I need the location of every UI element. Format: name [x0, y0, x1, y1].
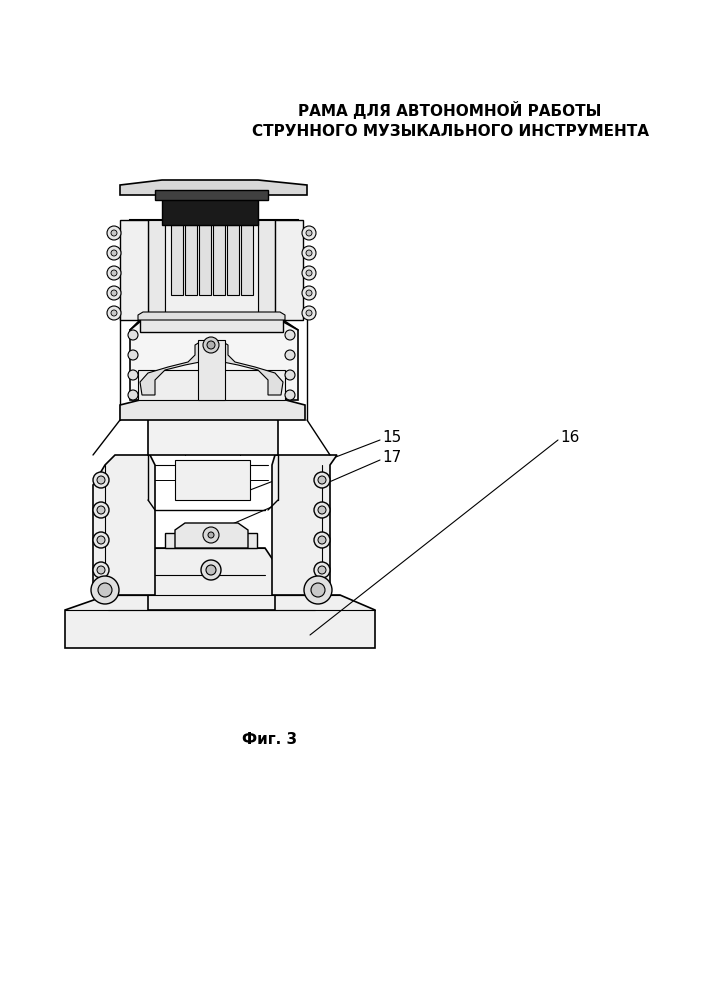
- Circle shape: [208, 532, 214, 538]
- Circle shape: [91, 576, 119, 604]
- Bar: [227, 225, 239, 295]
- Bar: [198, 340, 225, 400]
- Circle shape: [302, 306, 316, 320]
- Text: 16: 16: [560, 430, 579, 444]
- Circle shape: [306, 270, 312, 276]
- Bar: [171, 225, 183, 295]
- Polygon shape: [120, 398, 305, 420]
- Circle shape: [93, 502, 109, 518]
- Circle shape: [285, 330, 295, 340]
- Bar: [138, 370, 285, 400]
- Circle shape: [302, 226, 316, 240]
- Circle shape: [306, 310, 312, 316]
- Circle shape: [306, 290, 312, 296]
- Circle shape: [111, 290, 117, 296]
- Circle shape: [93, 472, 109, 488]
- Polygon shape: [138, 312, 285, 320]
- Bar: [275, 220, 303, 320]
- Circle shape: [97, 506, 105, 514]
- Circle shape: [107, 246, 121, 260]
- Bar: [148, 220, 165, 315]
- Circle shape: [306, 230, 312, 236]
- Circle shape: [107, 266, 121, 280]
- Circle shape: [285, 350, 295, 360]
- Circle shape: [107, 306, 121, 320]
- Circle shape: [206, 565, 216, 575]
- Bar: [165, 220, 258, 315]
- Circle shape: [318, 536, 326, 544]
- Circle shape: [203, 527, 219, 543]
- Circle shape: [98, 583, 112, 597]
- Circle shape: [302, 246, 316, 260]
- Circle shape: [285, 370, 295, 380]
- Polygon shape: [130, 320, 298, 400]
- Polygon shape: [130, 220, 298, 315]
- Circle shape: [128, 390, 138, 400]
- Bar: [199, 225, 211, 295]
- Circle shape: [111, 250, 117, 256]
- Text: Фиг. 3: Фиг. 3: [243, 732, 298, 748]
- Circle shape: [107, 286, 121, 300]
- Polygon shape: [65, 595, 375, 648]
- Circle shape: [201, 560, 221, 580]
- Text: РАМА ДЛЯ АВТОНОМНОЙ РАБОТЫ: РАМА ДЛЯ АВТОНОМНОЙ РАБОТЫ: [298, 101, 602, 119]
- Circle shape: [314, 562, 330, 578]
- Circle shape: [97, 566, 105, 574]
- Circle shape: [302, 266, 316, 280]
- Circle shape: [314, 532, 330, 548]
- Circle shape: [97, 536, 105, 544]
- Circle shape: [314, 502, 330, 518]
- Polygon shape: [148, 413, 278, 455]
- Circle shape: [111, 310, 117, 316]
- Circle shape: [318, 506, 326, 514]
- Circle shape: [302, 286, 316, 300]
- Text: 17: 17: [382, 450, 402, 464]
- Circle shape: [318, 476, 326, 484]
- Circle shape: [285, 390, 295, 400]
- Bar: [185, 225, 197, 295]
- Circle shape: [128, 330, 138, 340]
- Bar: [140, 315, 283, 332]
- Circle shape: [128, 370, 138, 380]
- Bar: [258, 220, 275, 315]
- Circle shape: [311, 583, 325, 597]
- Circle shape: [107, 226, 121, 240]
- Circle shape: [207, 341, 215, 349]
- Polygon shape: [148, 548, 275, 610]
- Bar: [241, 225, 253, 295]
- Bar: [155, 190, 268, 200]
- Bar: [213, 225, 225, 295]
- Circle shape: [93, 562, 109, 578]
- Circle shape: [111, 230, 117, 236]
- Bar: [162, 197, 258, 225]
- Circle shape: [318, 566, 326, 574]
- Circle shape: [306, 250, 312, 256]
- Circle shape: [97, 476, 105, 484]
- Polygon shape: [272, 455, 337, 595]
- Polygon shape: [175, 523, 248, 548]
- Bar: [165, 533, 257, 548]
- Polygon shape: [140, 342, 205, 395]
- Bar: [175, 460, 250, 500]
- Bar: [120, 220, 148, 320]
- Circle shape: [111, 270, 117, 276]
- Text: 15: 15: [382, 430, 402, 444]
- Circle shape: [314, 472, 330, 488]
- Circle shape: [304, 576, 332, 604]
- Polygon shape: [93, 455, 155, 595]
- Circle shape: [128, 350, 138, 360]
- Polygon shape: [120, 180, 307, 195]
- Circle shape: [203, 337, 219, 353]
- Polygon shape: [218, 342, 283, 395]
- Circle shape: [93, 532, 109, 548]
- Text: СТРУННОГО МУЗЫКАЛЬНОГО ИНСТРУМЕНТА: СТРУННОГО МУЗЫКАЛЬНОГО ИНСТРУМЕНТА: [252, 124, 648, 139]
